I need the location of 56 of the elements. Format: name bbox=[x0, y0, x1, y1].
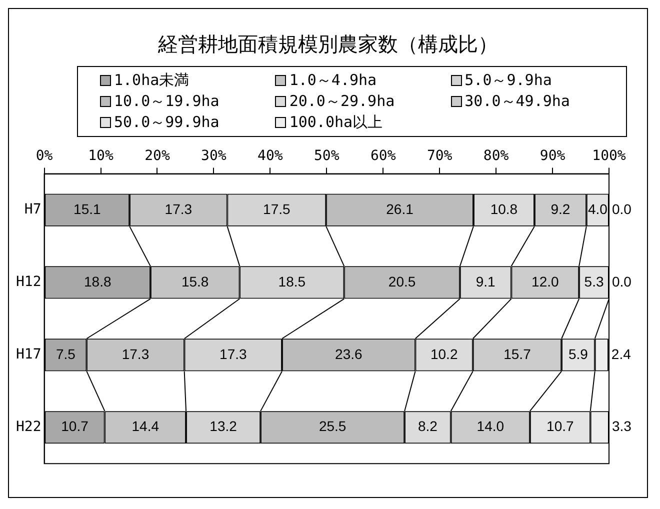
data-label: 8.2 bbox=[418, 418, 438, 434]
data-label: 10.7 bbox=[61, 418, 89, 434]
data-label: 17.3 bbox=[220, 346, 248, 362]
data-label: 0.0 bbox=[612, 273, 632, 290]
data-label: 3.3 bbox=[612, 418, 632, 434]
y-tick-label: H7 bbox=[24, 202, 42, 218]
x-tick-label: 80% bbox=[483, 148, 510, 164]
y-tick-label: H17 bbox=[16, 346, 42, 363]
data-label: 14.4 bbox=[132, 418, 160, 434]
data-label: 13.2 bbox=[210, 418, 238, 434]
legend-label: 5.0～9.9ha bbox=[464, 71, 552, 90]
x-tick-label: 60% bbox=[370, 148, 396, 164]
x-tick-label: 20% bbox=[144, 148, 170, 164]
data-label: 7.5 bbox=[56, 346, 76, 362]
data-label: 23.6 bbox=[335, 346, 363, 362]
x-tick-label: 40% bbox=[258, 148, 284, 164]
legend-label: 1.0～4.9ha bbox=[289, 71, 377, 90]
data-label: 17.5 bbox=[263, 200, 291, 217]
legend-label: 10.0～19.9ha bbox=[114, 92, 220, 111]
data-label: 15.1 bbox=[74, 200, 102, 217]
data-label: 26.1 bbox=[386, 200, 414, 217]
data-label: 9.1 bbox=[476, 273, 496, 290]
data-label: 9.2 bbox=[550, 200, 570, 217]
data-label: 10.7 bbox=[546, 418, 574, 434]
data-label: 15.7 bbox=[504, 346, 532, 362]
data-label: 10.2 bbox=[430, 346, 458, 362]
legend-label: 30.0～49.9ha bbox=[464, 92, 570, 111]
data-label: 14.0 bbox=[476, 418, 504, 434]
legend-label: 50.0～99.9ha bbox=[114, 113, 220, 132]
legend-label: 20.0～29.9ha bbox=[289, 92, 395, 111]
data-label: 2.4 bbox=[611, 346, 632, 362]
x-tick-label: 90% bbox=[540, 148, 566, 164]
y-tick-label: H12 bbox=[16, 274, 42, 290]
data-label: 10.8 bbox=[490, 200, 518, 217]
data-label: 0.0 bbox=[612, 200, 632, 217]
data-label: 5.3 bbox=[584, 273, 604, 290]
x-tick-label: 30% bbox=[201, 148, 227, 164]
data-label: 17.3 bbox=[164, 200, 192, 217]
x-tick-label: 70% bbox=[426, 148, 453, 164]
data-label: 18.8 bbox=[84, 273, 112, 290]
x-tick-label: 0% bbox=[36, 148, 54, 164]
legend-label: 100.0ha以上 bbox=[289, 113, 383, 132]
y-tick-label: H22 bbox=[16, 419, 42, 436]
data-label: 17.3 bbox=[122, 346, 150, 362]
legend-label: 1.0ha未満 bbox=[114, 71, 190, 90]
data-label: 12.0 bbox=[532, 273, 560, 290]
data-label: 15.8 bbox=[181, 273, 209, 290]
data-label: 20.5 bbox=[388, 273, 416, 290]
data-label: 4.0 bbox=[588, 200, 608, 217]
data-label: 5.9 bbox=[568, 346, 588, 362]
x-tick-label: 100% bbox=[592, 148, 626, 164]
x-tick-label: 10% bbox=[88, 148, 114, 164]
data-label: 18.5 bbox=[278, 273, 306, 290]
x-tick-label: 50% bbox=[314, 148, 340, 164]
data-label: 25.5 bbox=[318, 418, 346, 434]
chart-title: 経営耕地面積規模別農家数（構成比） bbox=[157, 31, 499, 58]
